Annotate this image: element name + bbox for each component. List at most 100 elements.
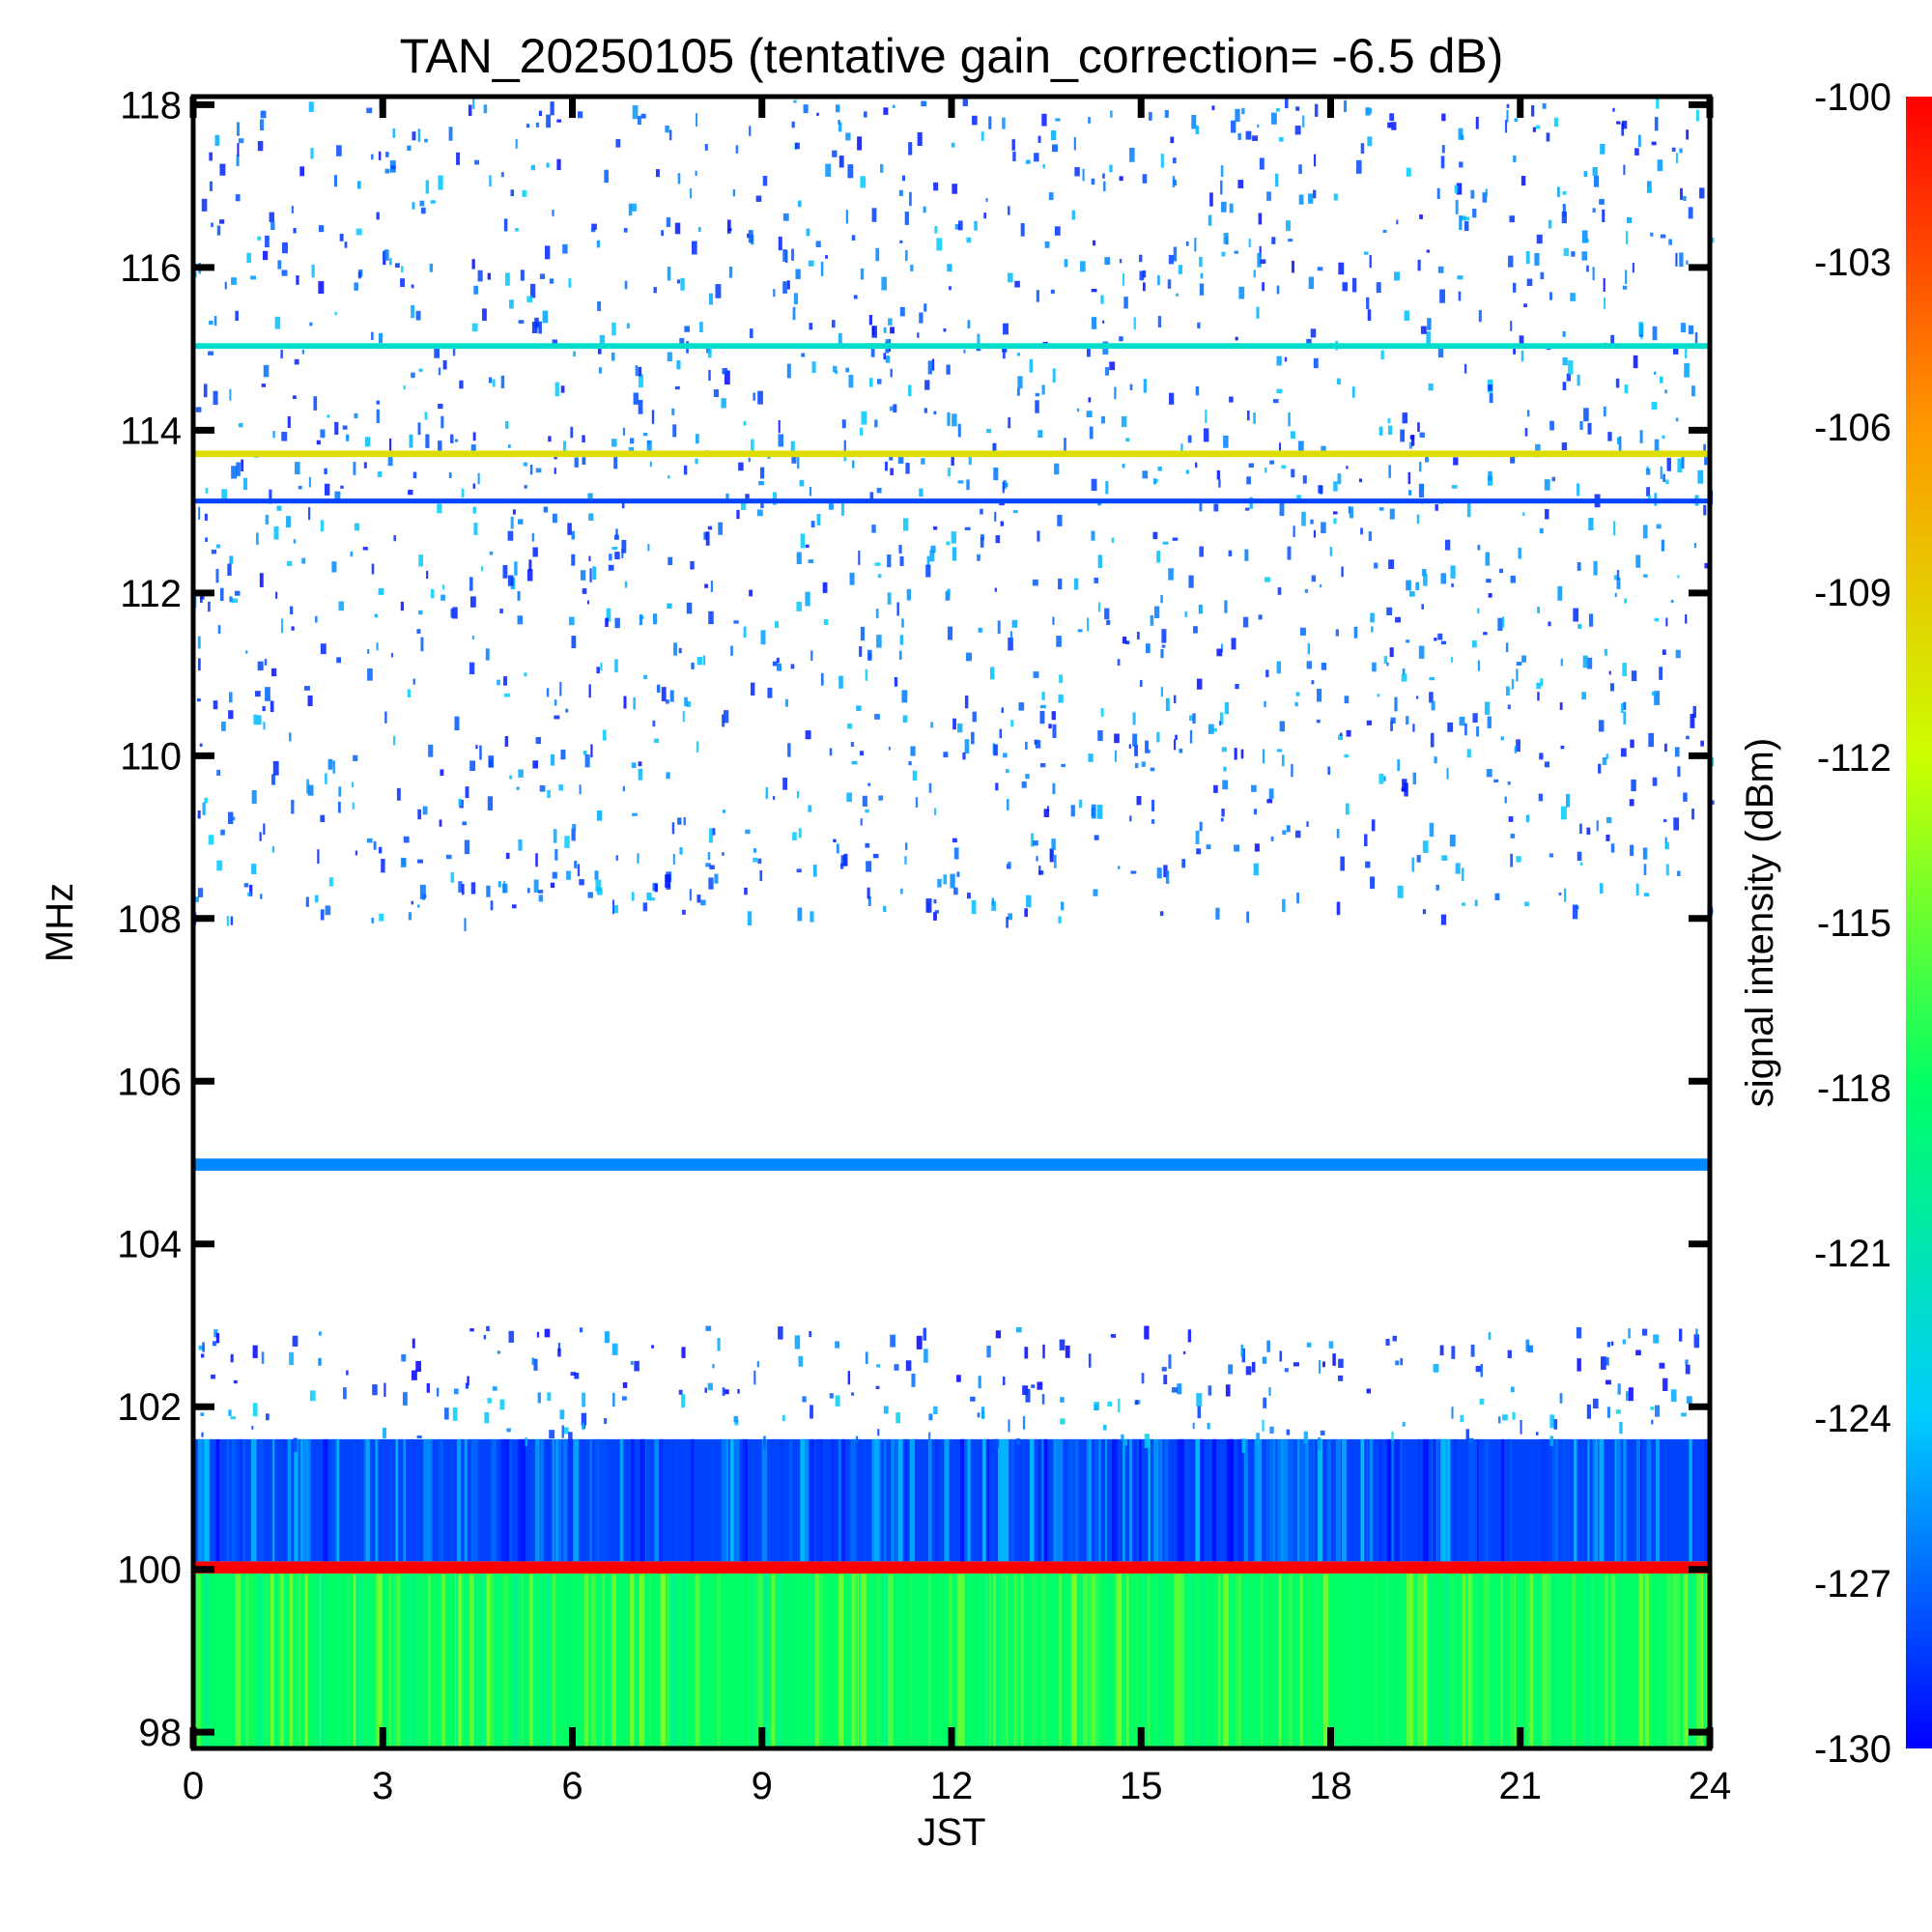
- heatmap-cell: [1065, 1345, 1070, 1358]
- heatmap-cell: [1221, 643, 1224, 653]
- heatmap-cell: [1650, 232, 1654, 237]
- heatmap-cell: [509, 775, 513, 780]
- heatmap-cell: [438, 440, 442, 453]
- heatmap-cell: [968, 456, 972, 466]
- heatmap-cell: [1507, 704, 1511, 710]
- heatmap-cell: [737, 1388, 740, 1394]
- heatmap-cell: [1440, 640, 1447, 645]
- heatmap-cell: [571, 828, 576, 841]
- heatmap-cell: [473, 285, 479, 295]
- heatmap-cell: [964, 696, 969, 709]
- heatmap-cell: [557, 1348, 561, 1357]
- heatmap-cell: [1402, 779, 1407, 792]
- heatmap-cell: [229, 596, 233, 603]
- heatmap-cell: [647, 544, 650, 552]
- heatmap-cell: [1516, 662, 1522, 666]
- heatmap-cell: [867, 649, 872, 661]
- heatmap-cell: [1251, 784, 1257, 792]
- heatmap-cell: [1428, 383, 1434, 391]
- heatmap-cell: [355, 228, 362, 236]
- heatmap-cell: [289, 732, 292, 742]
- heatmap-cell: [452, 346, 456, 356]
- heatmap-cell: [1293, 1362, 1299, 1367]
- heatmap-cell: [885, 355, 891, 363]
- heatmap-cell: [1624, 384, 1629, 394]
- heatmap-cell: [724, 710, 729, 724]
- heatmap-cell: [933, 411, 937, 415]
- heatmap-cell: [554, 468, 556, 474]
- heatmap-cell: [895, 1412, 901, 1424]
- heatmap-cell: [231, 277, 237, 285]
- heatmap-cell: [1370, 876, 1376, 889]
- heatmap-cell: [302, 1438, 309, 1562]
- heatmap-cell: [723, 810, 726, 813]
- heatmap-cell: [1420, 326, 1427, 334]
- heatmap-cell: [1014, 1573, 1019, 1748]
- heatmap-cell: [1527, 1345, 1534, 1353]
- heatmap-cell: [1306, 338, 1312, 346]
- heatmap-cell: [1606, 1342, 1611, 1348]
- heatmap-cell: [1184, 611, 1187, 617]
- heatmap-cell: [1235, 108, 1240, 123]
- heatmap-cell: [354, 412, 358, 419]
- heatmap-cell: [582, 1392, 586, 1407]
- heatmap-cell: [1432, 1438, 1436, 1562]
- heatmap-cell: [910, 264, 914, 271]
- heatmap-cell: [995, 535, 1001, 544]
- heatmap-cell: [1679, 252, 1684, 268]
- heatmap-cell: [1380, 350, 1384, 360]
- heatmap-cell: [311, 264, 315, 278]
- heatmap-cell: [448, 472, 452, 478]
- heatmap-cell: [352, 802, 355, 810]
- heatmap-cell: [1012, 510, 1018, 514]
- heatmap-cell: [910, 746, 916, 756]
- heatmap-cell: [367, 668, 373, 681]
- heatmap-cell: [270, 668, 277, 677]
- heatmap-cell: [691, 662, 695, 669]
- heatmap-cell: [198, 506, 201, 520]
- heatmap-cell: [260, 110, 267, 119]
- heatmap-cell: [1268, 788, 1274, 799]
- heatmap-cell: [1121, 415, 1127, 428]
- heatmap-cell: [796, 601, 802, 611]
- heatmap-cell: [1531, 105, 1535, 117]
- heatmap-cell: [266, 1413, 270, 1421]
- heatmap-cell: [1151, 799, 1155, 811]
- heatmap-cell: [1458, 128, 1463, 140]
- heatmap-cell: [928, 782, 932, 793]
- heatmap-cell: [676, 279, 681, 284]
- heatmap-cell: [695, 170, 697, 177]
- heatmap-cell: [1677, 575, 1680, 579]
- heatmap-cell: [1651, 141, 1657, 146]
- heatmap-cell: [867, 895, 871, 906]
- heatmap-cell: [242, 1438, 246, 1562]
- heatmap-cell: [1506, 103, 1510, 108]
- heatmap-cell: [1251, 1361, 1256, 1373]
- heatmap-cell: [204, 513, 208, 521]
- heatmap-cell: [201, 1432, 204, 1437]
- heatmap-cell: [673, 642, 677, 656]
- heatmap-cell: [574, 1373, 580, 1379]
- heatmap-cell: [203, 384, 208, 398]
- heatmap-cell: [1052, 724, 1057, 739]
- heatmap-cell: [1124, 640, 1130, 644]
- heatmap-cell: [1248, 239, 1251, 247]
- heatmap-cell: [917, 131, 923, 146]
- heatmap-cell: [258, 1573, 262, 1748]
- heatmap-cell: [1020, 223, 1025, 237]
- heatmap-cell: [850, 1438, 857, 1562]
- heatmap-cell: [1488, 1331, 1492, 1341]
- heatmap-cell: [216, 225, 221, 236]
- heatmap-cell: [838, 156, 844, 168]
- heatmap-cell: [1520, 176, 1526, 186]
- heatmap-cell: [700, 899, 706, 906]
- heatmap-cell: [614, 617, 620, 629]
- heatmap-cell: [1294, 701, 1298, 707]
- heatmap-cell: [1622, 663, 1627, 677]
- heatmap-cell: [1265, 1438, 1271, 1562]
- heatmap-cell: [1286, 1438, 1289, 1562]
- heatmap-cell: [923, 303, 927, 312]
- heatmap-cell: [1082, 168, 1085, 182]
- heatmap-cell: [1622, 285, 1628, 290]
